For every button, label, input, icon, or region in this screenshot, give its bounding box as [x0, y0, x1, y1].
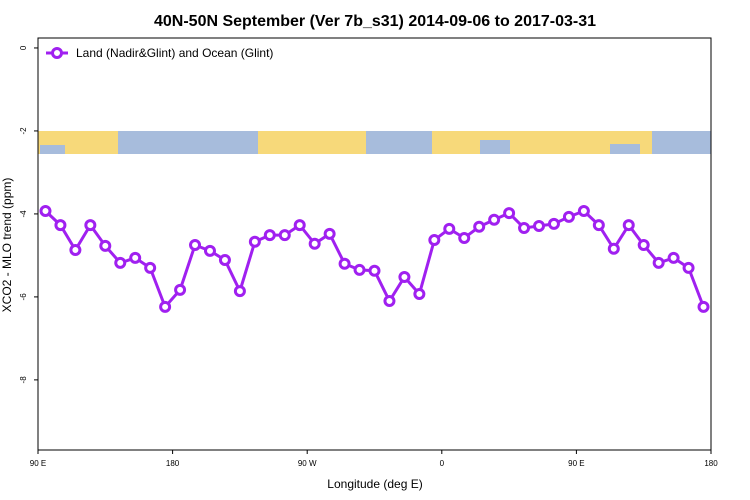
point — [114, 256, 127, 269]
y-tick-label: -8 — [19, 376, 28, 384]
legend-label: Land (Nadir&Glint) and Ocean (Glint) — [76, 46, 273, 60]
point — [607, 242, 620, 255]
point — [488, 213, 501, 226]
point — [129, 251, 142, 264]
point — [682, 261, 695, 274]
point — [293, 219, 306, 232]
point — [667, 251, 680, 264]
x-tick-label: 0 — [440, 459, 445, 468]
point — [368, 264, 381, 277]
point — [174, 283, 187, 296]
point — [233, 285, 246, 298]
point — [248, 235, 261, 248]
point — [577, 205, 590, 218]
point — [218, 253, 231, 266]
point — [54, 219, 67, 232]
point — [697, 300, 710, 313]
point — [398, 270, 411, 283]
point — [622, 219, 635, 232]
x-tick-label: 90 E — [568, 459, 584, 468]
point — [278, 229, 291, 242]
point — [458, 231, 471, 244]
point — [547, 217, 560, 230]
point — [144, 261, 157, 274]
y-tick-label: 0 — [19, 45, 28, 50]
legend-marker — [51, 47, 63, 59]
point — [39, 205, 52, 218]
y-tick-label: -2 — [19, 127, 28, 135]
y-axis-label: XCO2 - MLO trend (ppm) — [0, 178, 14, 313]
point — [308, 237, 321, 250]
point — [413, 287, 426, 300]
y-tick-label: -4 — [19, 210, 28, 218]
point — [503, 207, 516, 220]
point — [533, 219, 546, 232]
point — [562, 210, 575, 223]
point — [518, 222, 531, 235]
point — [263, 229, 276, 242]
point — [323, 227, 336, 240]
point — [338, 257, 351, 270]
y-tick-label: -6 — [19, 293, 28, 301]
chart-title: 40N-50N September (Ver 7b_s31) 2014-09-0… — [154, 13, 596, 30]
point — [473, 220, 486, 233]
point — [189, 239, 202, 252]
point — [652, 256, 665, 269]
point — [637, 239, 650, 252]
point — [383, 295, 396, 308]
point — [353, 263, 366, 276]
x-axis-label: Longitude (deg E) — [327, 477, 422, 491]
x-tick-label: 180 — [166, 459, 180, 468]
x-tick-label: 180 — [704, 459, 718, 468]
point — [84, 219, 97, 232]
x-tick-label: 90 E — [30, 459, 46, 468]
point — [69, 244, 82, 257]
map-band — [38, 131, 711, 154]
point — [443, 222, 456, 235]
point — [203, 244, 216, 257]
point — [428, 234, 441, 247]
x-tick-label: 90 W — [298, 459, 317, 468]
point — [592, 219, 605, 232]
point — [159, 300, 172, 313]
point — [99, 239, 112, 252]
plot-frame — [37, 37, 712, 451]
